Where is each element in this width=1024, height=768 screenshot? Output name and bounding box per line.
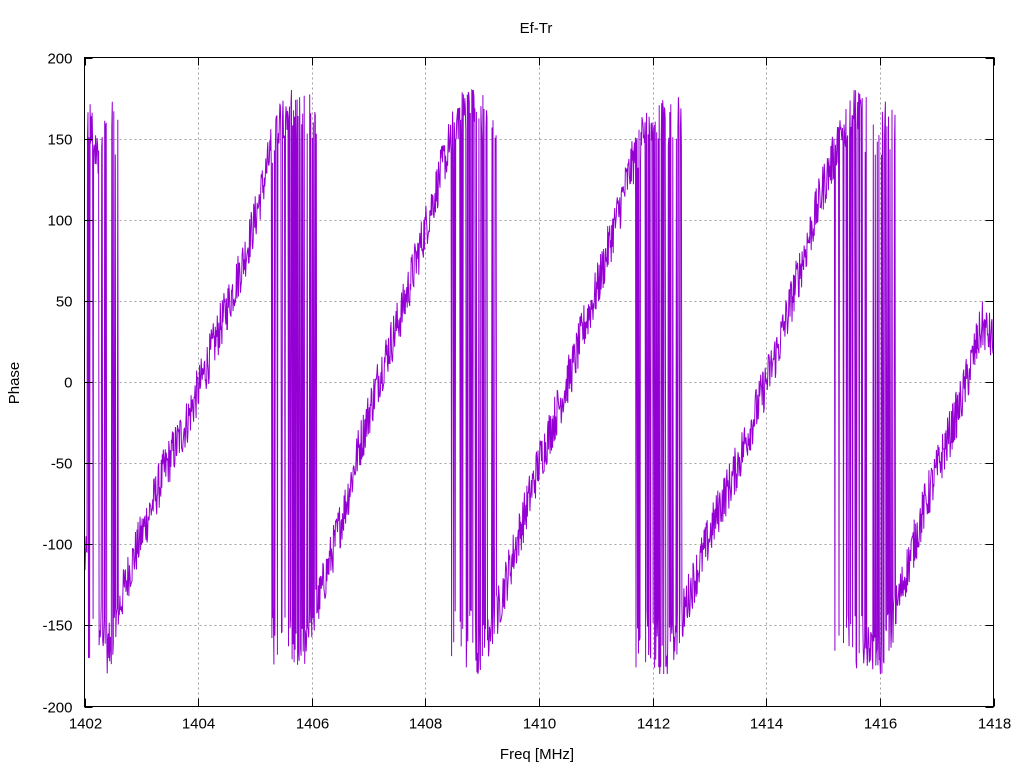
y-tick-label: 100 [47, 213, 72, 230]
chart-title: Ef-Tr [520, 20, 553, 37]
x-axis-label: Freq [MHz] [500, 746, 574, 763]
x-tick-label: 1414 [750, 716, 783, 733]
x-tick-label: 1406 [296, 716, 329, 733]
y-axis-label: Phase [6, 362, 23, 405]
x-tick-label: 1416 [864, 716, 897, 733]
x-tick-label: 1410 [523, 716, 556, 733]
y-tick-label: 150 [47, 132, 72, 149]
y-tick-label: 50 [56, 294, 73, 311]
y-tick-label: -100 [42, 537, 72, 554]
x-tick-label: 1408 [409, 716, 442, 733]
tick-labels: 1402 1404 1406 1408 1410 1412 1414 1416 1418 -200… [42, 51, 1011, 733]
y-tick-label: 0 [64, 375, 72, 392]
x-tick-label: 1402 [69, 716, 102, 733]
y-tick-label: -50 [51, 456, 73, 473]
x-tick-label: 1404 [182, 716, 215, 733]
y-tick-label: -150 [42, 618, 72, 635]
ticks [84, 57, 995, 708]
series-group [84, 88, 994, 675]
x-tick-label: 1418 [978, 716, 1011, 733]
y-tick-label: -200 [42, 700, 72, 717]
phase-series-line [84, 88, 994, 675]
x-tick-label: 1412 [637, 716, 670, 733]
y-tick-label: 200 [47, 51, 72, 68]
